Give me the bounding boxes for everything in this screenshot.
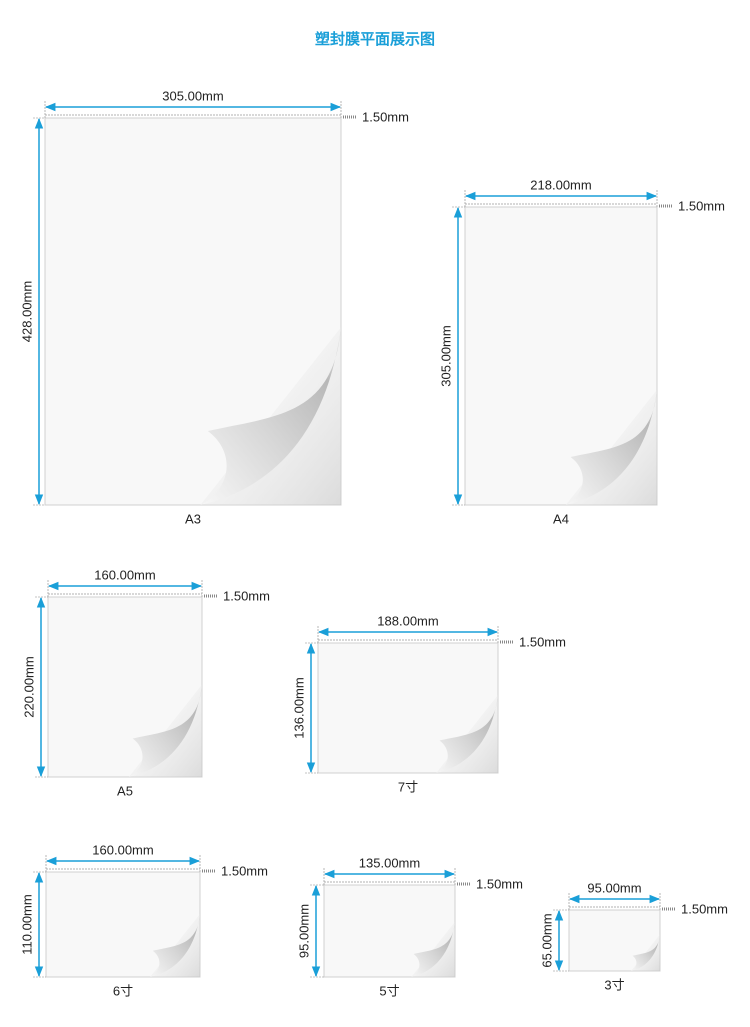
thickness-label: 1.50mm: [476, 876, 523, 891]
page-curl: [436, 695, 498, 773]
sheet-name: 6寸: [113, 983, 133, 998]
height-label: 65.00mm: [539, 913, 554, 967]
width-label: 188.00mm: [377, 613, 438, 628]
page-curl: [128, 684, 202, 777]
thickness-label: 1.50mm: [362, 109, 409, 124]
thickness-label: 1.50mm: [221, 863, 268, 878]
curl-shadow: [200, 327, 341, 505]
thickness-label: 1.50mm: [681, 901, 728, 916]
height-label: 428.00mm: [19, 281, 34, 342]
height-label: 136.00mm: [291, 677, 306, 738]
sheet-name: 5寸: [379, 983, 399, 998]
sheet-name: A3: [185, 511, 201, 526]
height-label: 220.00mm: [21, 656, 36, 717]
curl-shadow: [565, 389, 657, 505]
page-curl: [200, 327, 341, 505]
page-curl: [631, 934, 660, 971]
thickness-label: 1.50mm: [223, 588, 270, 603]
sheet-name: A4: [553, 511, 569, 526]
page-curl: [411, 921, 455, 977]
width-label: 95.00mm: [587, 880, 641, 895]
width-label: 135.00mm: [359, 855, 420, 870]
sheet-name: 3寸: [604, 977, 624, 992]
width-label: 160.00mm: [92, 842, 153, 857]
thickness-label: 1.50mm: [519, 634, 566, 649]
height-label: 110.00mm: [19, 894, 34, 954]
width-label: 160.00mm: [94, 567, 155, 582]
width-label: 305.00mm: [162, 88, 223, 103]
height-label: 305.00mm: [438, 325, 453, 386]
page-curl: [565, 389, 657, 505]
sheet-name: A5: [117, 783, 133, 798]
height-label: 95.00mm: [296, 904, 311, 958]
thickness-label: 1.50mm: [678, 198, 725, 213]
page-title: 塑封膜平面展示图: [315, 30, 435, 48]
sheet-name: 7寸: [398, 779, 418, 794]
page-curl: [150, 914, 200, 977]
curl-shadow: [411, 921, 455, 977]
width-label: 218.00mm: [530, 177, 591, 192]
